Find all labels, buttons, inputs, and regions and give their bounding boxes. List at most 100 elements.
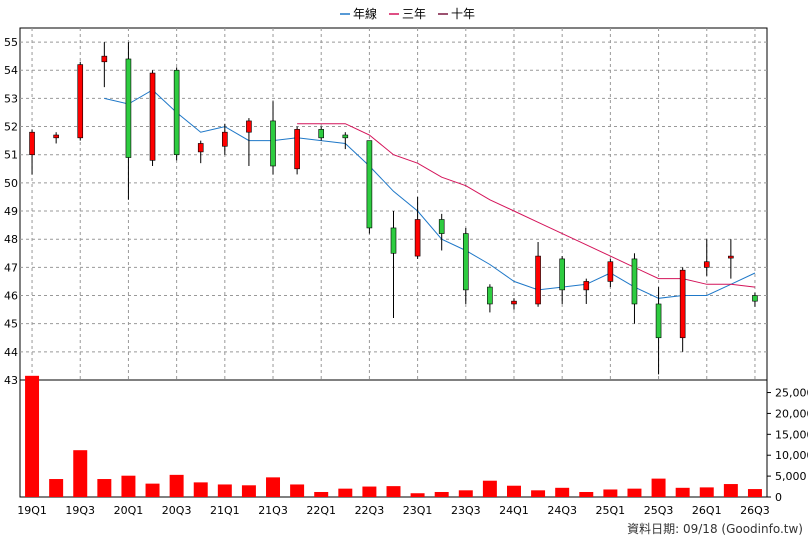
candlestick xyxy=(487,284,493,313)
candlestick xyxy=(607,258,614,288)
series-line xyxy=(104,89,756,299)
candlestick xyxy=(655,287,662,375)
legend-label: 十年 xyxy=(451,7,475,21)
candlestick xyxy=(246,118,252,166)
legend: 年線 三年 十年 xyxy=(340,6,475,21)
volume-bar xyxy=(290,484,305,497)
price-tick-label: 47 xyxy=(4,261,18,274)
candlestick xyxy=(535,242,541,307)
volume-bar xyxy=(97,479,112,497)
volume-bar xyxy=(675,487,690,497)
volume-tick-label: 25,000 xyxy=(775,387,808,400)
volume-bar xyxy=(145,483,160,497)
volume-bar xyxy=(651,478,666,497)
candle-body xyxy=(607,261,614,282)
x-tick-label: 26Q1 xyxy=(692,504,722,517)
candle-body xyxy=(125,58,132,158)
candlestick xyxy=(414,196,421,259)
volume-bar xyxy=(362,486,377,497)
price-tick-label: 43 xyxy=(4,374,18,387)
footer-note: 資料日期: 09/18 (Goodinfo.tw) xyxy=(627,522,803,536)
candle-body xyxy=(511,300,517,305)
volume-bar xyxy=(482,480,497,497)
candle-body xyxy=(631,258,638,305)
x-tick-label: 19Q1 xyxy=(17,504,47,517)
legend-entry: 年線 xyxy=(340,6,377,21)
volume-bar xyxy=(314,491,329,497)
candlestick xyxy=(390,211,397,319)
candlestick xyxy=(703,239,710,276)
candle-body xyxy=(53,134,59,139)
x-tick-label: 25Q1 xyxy=(596,504,626,517)
candle-body xyxy=(390,227,397,254)
candlestick xyxy=(679,267,686,352)
volume-tick-label: 0 xyxy=(775,491,782,504)
x-axis: 19Q1 19Q3 20Q1 20Q3 21Q1 21Q3 22Q1 22Q3 23Q1 23Q3… xyxy=(17,504,770,517)
candlestick xyxy=(728,239,734,279)
price-panel: 43 44 45 46 47 48 49 50 51 52 53 54 55 xyxy=(4,27,768,387)
candle-body xyxy=(342,134,349,139)
price-tick-label: 49 xyxy=(4,205,18,218)
x-tick-label: 19Q3 xyxy=(65,504,95,517)
price-tick-label: 44 xyxy=(4,346,18,359)
candle-body xyxy=(679,269,686,339)
x-tick-label: 24Q3 xyxy=(547,504,577,517)
candle-body xyxy=(294,129,300,170)
candlestick xyxy=(125,42,132,200)
candle-body xyxy=(752,295,758,302)
price-tick-label: 51 xyxy=(4,149,18,162)
volume-bar xyxy=(434,491,449,497)
candle-body xyxy=(197,143,204,153)
candlestick xyxy=(101,42,108,88)
price-tick-label: 45 xyxy=(4,318,18,331)
candlestick xyxy=(222,123,228,155)
x-tick-label: 23Q1 xyxy=(403,504,433,517)
candlestick xyxy=(197,140,204,164)
volume-bar xyxy=(531,490,546,497)
candle-body xyxy=(438,219,445,234)
volume-bar xyxy=(579,491,594,497)
legend-entry: 十年 xyxy=(438,7,475,21)
volume-bar xyxy=(338,488,353,497)
volume-tick-label: 20,000 xyxy=(775,407,808,420)
volume-bar xyxy=(603,489,618,497)
price-plot-frame xyxy=(19,27,768,381)
x-tick-label: 23Q3 xyxy=(451,504,481,517)
volume-bar xyxy=(169,474,184,497)
x-tick-label: 24Q1 xyxy=(499,504,529,517)
volume-bar xyxy=(193,482,208,497)
candle-body xyxy=(222,131,228,147)
candle-body xyxy=(246,120,252,133)
x-tick-label: 21Q1 xyxy=(210,504,240,517)
candlestick xyxy=(583,278,590,304)
series-line xyxy=(297,123,756,288)
volume-tick-label: 10,000 xyxy=(775,449,808,462)
candlestick xyxy=(438,213,445,251)
x-tick-label: 26Q3 xyxy=(740,504,770,517)
candlestick xyxy=(366,140,373,234)
candlestick xyxy=(342,132,349,150)
x-tick-label: 22Q3 xyxy=(355,504,385,517)
volume-bar xyxy=(555,487,570,497)
candlestick xyxy=(559,256,565,304)
x-tick-label: 21Q3 xyxy=(258,504,288,517)
x-tick-label: 20Q1 xyxy=(114,504,144,517)
volume-bar xyxy=(699,487,714,497)
volume-tick-label: 5,000 xyxy=(775,470,807,483)
volume-bar xyxy=(73,450,88,497)
volume-bar xyxy=(25,375,40,497)
volume-bar xyxy=(121,475,136,497)
volume-bar xyxy=(410,493,425,497)
candlestick xyxy=(77,61,84,141)
volume-bar xyxy=(506,485,521,497)
legend-label: 年線 xyxy=(353,6,377,21)
price-tick-label: 55 xyxy=(4,36,18,49)
candle-body xyxy=(535,255,541,305)
volume-bar xyxy=(747,489,762,497)
candle-body xyxy=(77,64,84,139)
candlestick xyxy=(631,253,638,324)
legend-label: 三年 xyxy=(402,7,426,21)
volume-bar xyxy=(217,484,232,497)
candle-body xyxy=(703,261,710,268)
